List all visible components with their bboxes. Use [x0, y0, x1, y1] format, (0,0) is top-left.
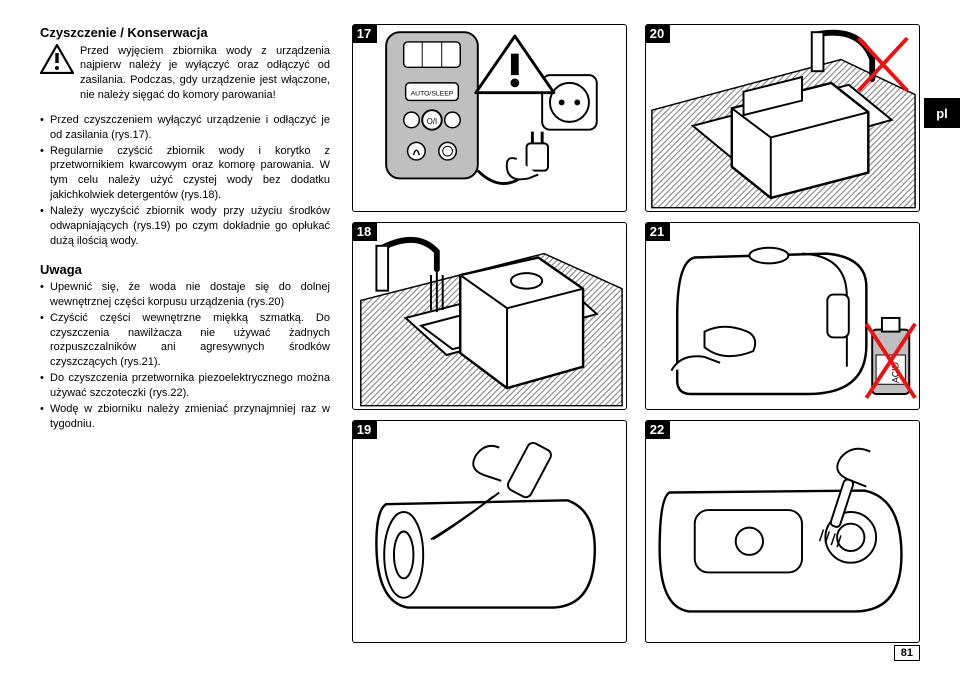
bullet-list-a: Przed czyszczeniem wyłączyć urządzenie i… [40, 113, 330, 249]
content-area: Czyszczenie / Konserwacja Przed wyjęciem… [40, 24, 920, 643]
figures-area: 17 AUTO/SLEEP O/I [352, 24, 920, 643]
page-number: 81 [894, 645, 920, 661]
list-item: Regularnie czyścić zbiornik wody i koryt… [40, 144, 330, 203]
list-item: Należy wyczyścić zbiornik wody przy użyc… [40, 204, 330, 249]
svg-text:O/I: O/I [427, 117, 437, 126]
warning-text: Przed wyjęciem zbiornika wody z urządzen… [80, 44, 330, 103]
warning-block: Przed wyjęciem zbiornika wody z urządzen… [40, 44, 330, 103]
figure-17: 17 AUTO/SLEEP O/I [352, 24, 627, 212]
device-label: AUTO/SLEEP [411, 91, 454, 98]
figure-number: 20 [645, 24, 670, 43]
figure-number: 18 [352, 222, 377, 241]
list-item: Wodę w zbiorniku należy zmieniać przynaj… [40, 402, 330, 432]
figure-number: 17 [352, 24, 377, 43]
language-tab: pl [924, 98, 960, 128]
figure-19: 19 [352, 420, 627, 643]
figure-number: 22 [645, 420, 670, 439]
list-item: Przed czyszczeniem wyłączyć urządzenie i… [40, 113, 330, 143]
list-item: Do czyszczenia przetwornika piezoelektry… [40, 371, 330, 401]
subheading: Uwaga [40, 261, 330, 279]
figure-18: 18 [352, 222, 627, 410]
warning-icon [40, 44, 74, 74]
text-column: Czyszczenie / Konserwacja Przed wyjęciem… [40, 24, 330, 643]
list-item: Upewnić się, że woda nie dostaje się do … [40, 280, 330, 310]
figure-number: 21 [645, 222, 670, 241]
figure-column-2: 20 [645, 24, 920, 643]
section-title: Czyszczenie / Konserwacja [40, 24, 330, 42]
list-item: Czyścić części wewnętrzne miękką szmatką… [40, 311, 330, 370]
figure-20: 20 [645, 24, 920, 212]
bullet-list-b: Upewnić się, że woda nie dostaje się do … [40, 280, 330, 431]
figure-number: 19 [352, 420, 377, 439]
figure-22: 22 [645, 420, 920, 643]
figure-21: 21 ACID [645, 222, 920, 410]
figure-column-1: 17 AUTO/SLEEP O/I [352, 24, 627, 643]
